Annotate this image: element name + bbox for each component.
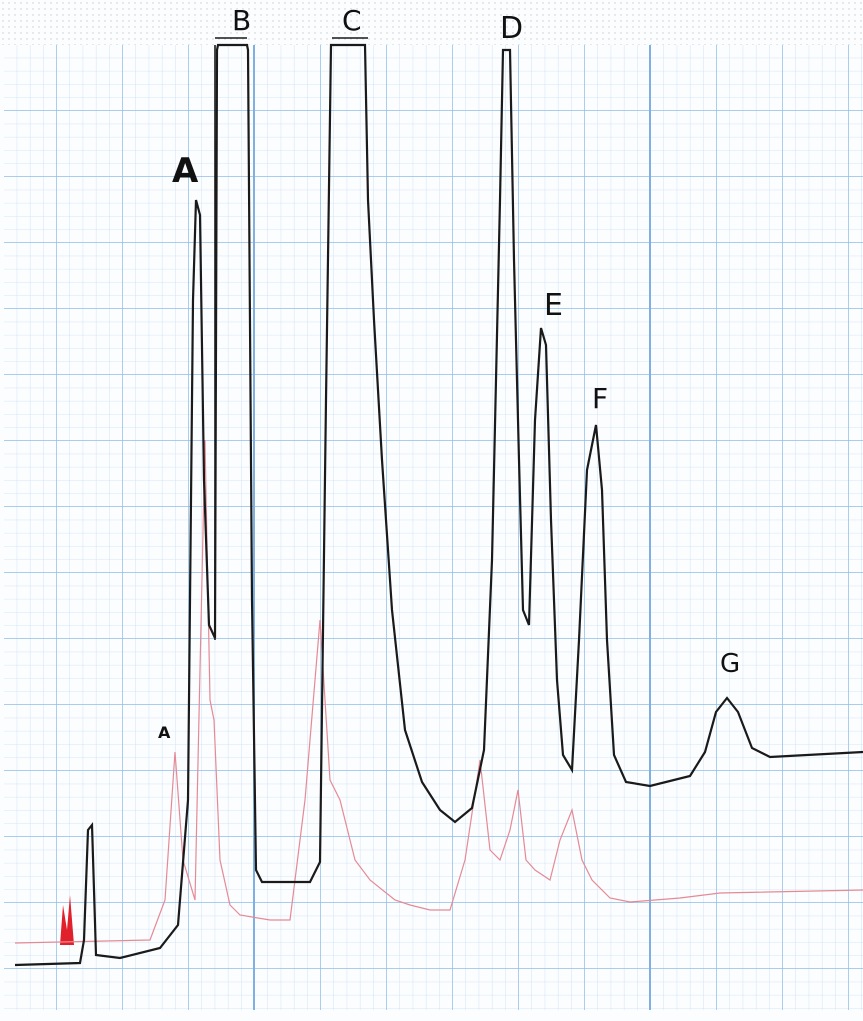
pink-peak-label: A — [158, 723, 171, 742]
peak-label: E — [544, 288, 563, 323]
peak-label: B — [232, 4, 251, 37]
major-grid — [4, 45, 863, 1010]
top-margin — [0, 0, 863, 45]
peak-label: C — [342, 4, 362, 37]
peak-label: D — [500, 11, 523, 46]
peak-label: G — [720, 649, 740, 679]
page: A B C D E F G A (() => { const data = JS… — [0, 0, 863, 1021]
peak-label: F — [592, 382, 608, 415]
peak-label: A — [172, 151, 199, 191]
chromatogram-sheet: A B C D E F G A — [0, 0, 863, 1021]
